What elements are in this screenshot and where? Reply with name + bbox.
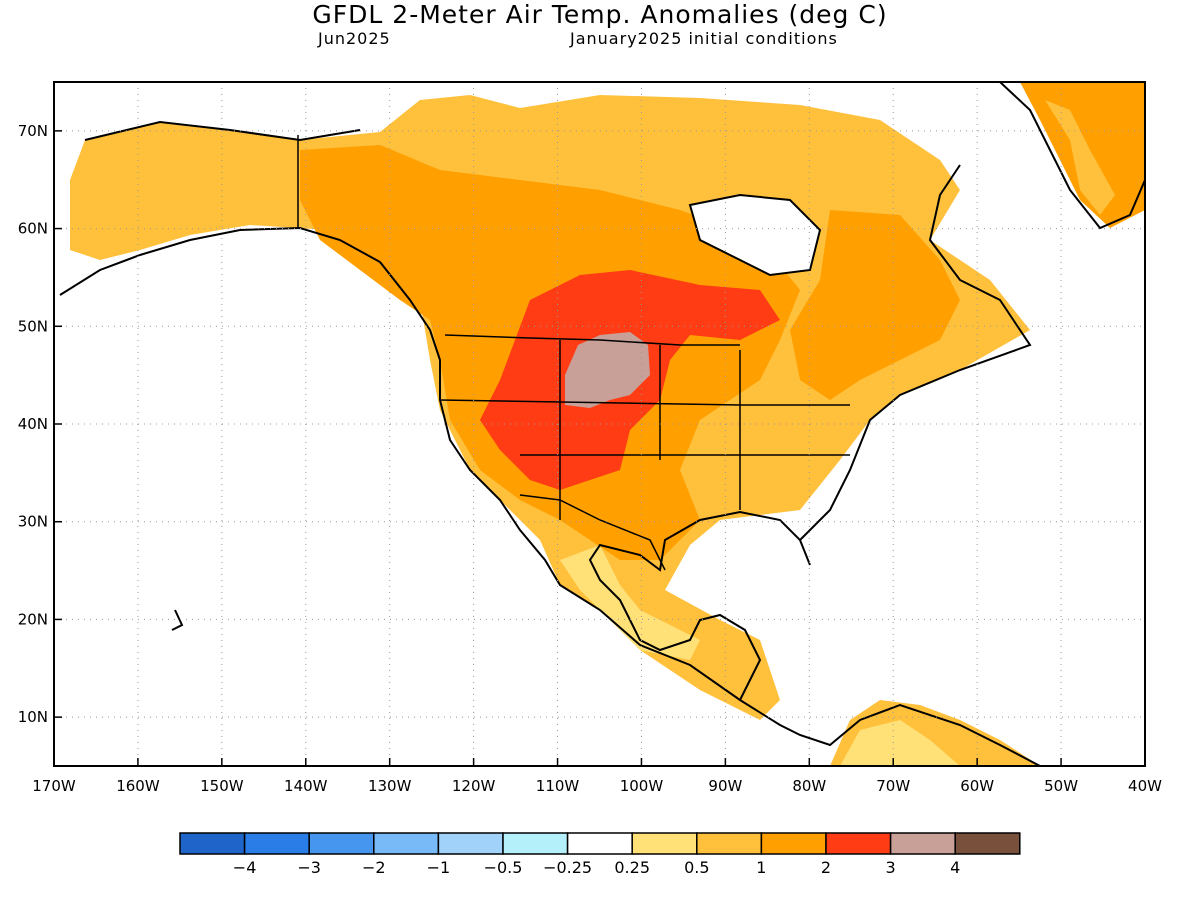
- colorbar-label: 3: [886, 858, 896, 877]
- lat-tick-label: 60N: [18, 220, 48, 238]
- lon-tick-label: 110W: [536, 777, 580, 795]
- lat-tick-label: 10N: [18, 708, 48, 726]
- lon-tick-label: 50W: [1044, 777, 1078, 795]
- lon-tick-label: 150W: [200, 777, 244, 795]
- political-borders: [297, 135, 850, 571]
- lat-tick-label: 40N: [18, 415, 48, 433]
- lon-tick-label: 140W: [284, 777, 328, 795]
- colorbar-label: 4: [950, 858, 960, 877]
- lat-tick-label: 50N: [18, 317, 48, 335]
- lon-tick-label: 90W: [708, 777, 742, 795]
- colorbar-label: −0.25: [543, 858, 592, 877]
- lat-tick-label: 70N: [18, 122, 48, 140]
- lat-tick-label: 30N: [18, 513, 48, 531]
- colorbar-swatch: [243, 832, 310, 855]
- lon-tick-label: 80W: [792, 777, 826, 795]
- lon-tick-label: 40W: [1128, 777, 1162, 795]
- colorbar-label: −1: [427, 858, 451, 877]
- anomaly-fields: [70, 82, 1145, 766]
- lon-tick-label: 130W: [368, 777, 412, 795]
- anomaly-region-gt4-northern-plains: [565, 332, 650, 408]
- colorbar-label: 1: [756, 858, 766, 877]
- colorbar-swatch: [825, 832, 892, 855]
- lon-tick-label: 160W: [116, 777, 160, 795]
- anomaly-region-0.5to1-south-america: [840, 720, 960, 766]
- lon-tick-label: 70W: [876, 777, 910, 795]
- lon-tick-label: 100W: [620, 777, 664, 795]
- graticule: [54, 82, 1145, 766]
- colorbar-label: 2: [821, 858, 831, 877]
- colorbar-label: −4: [233, 858, 257, 877]
- latitude-axis: 70N 60N 50N 40N 30N 20N 10N: [18, 122, 62, 726]
- colorbar-label: 0.5: [684, 858, 709, 877]
- anomaly-region-0.5to1-mexico: [560, 545, 700, 660]
- anomaly-region-0.5to1-greenland-coast: [1045, 100, 1115, 215]
- colorbar-label: 0.25: [614, 858, 650, 877]
- init-conditions-label: January2025 initial conditions: [570, 29, 838, 48]
- lat-tick-label: 20N: [18, 610, 48, 628]
- colorbar-swatch: [696, 832, 763, 855]
- coastlines: [59, 82, 1145, 766]
- colorbar-swatch: [631, 832, 698, 855]
- colorbar-swatch: [308, 832, 375, 855]
- colorbar-swatch: [954, 832, 1021, 855]
- colorbar-swatch: [437, 832, 504, 855]
- colorbar-swatch: [502, 832, 569, 855]
- colorbar-swatch: [179, 832, 246, 855]
- colorbar-swatch: [566, 832, 633, 855]
- colorbar-label: −2: [362, 858, 386, 877]
- colorbar-swatch: [760, 832, 827, 855]
- longitude-axis: 170W 160W 150W 140W 130W 120W 110W 100W 90W 80W 70…: [32, 758, 1162, 795]
- colorbar: −4 −3 −2 −1 −0.5 −0.25 0.25 0.5 1 2 3 4: [179, 832, 1021, 877]
- colorbar-swatch: [373, 832, 440, 855]
- lon-tick-label: 170W: [32, 777, 76, 795]
- map-title: GFDL 2-Meter Air Temp. Anomalies (deg C): [312, 0, 888, 29]
- valid-month-label: Jun2025: [318, 29, 391, 48]
- lon-tick-label: 60W: [960, 777, 994, 795]
- anomaly-region-2to3-east: [790, 210, 960, 400]
- colorbar-swatch: [889, 832, 956, 855]
- lon-tick-label: 120W: [452, 777, 496, 795]
- colorbar-label: −0.5: [484, 858, 523, 877]
- colorbar-label: −3: [297, 858, 321, 877]
- hudson-bay-neutral: [690, 195, 820, 275]
